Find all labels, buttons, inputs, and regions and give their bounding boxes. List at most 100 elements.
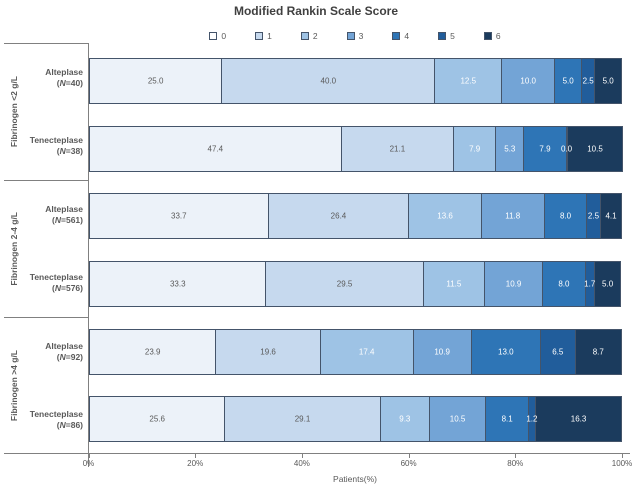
segment-value-label: 1.2 (526, 414, 538, 424)
x-axis-tick-label: 20% (187, 459, 204, 468)
legend-label: 0 (221, 31, 227, 41)
bar-segment: 5.0 (595, 57, 622, 104)
segment-value-label: 10.0 (520, 76, 536, 86)
legend-swatch-icon (438, 32, 447, 40)
category-labels-column: Fibrinogen <2 g/L Alteplase (N=40) Tenectep… (4, 43, 88, 454)
stacked-bar: 25.6 29.1 9.3 10.5 8.1 1.2 16.3 (89, 396, 623, 443)
segment-value-label: 19.6 (260, 347, 276, 356)
legend-swatch-icon (392, 32, 401, 40)
x-axis-tick (622, 453, 623, 458)
plot-area: 25.0 40.0 12.5 10.0 5.0 2.5 5.0 47.4 21.1 7.9 5.3 7… (89, 47, 624, 453)
legend-swatch-icon (300, 32, 309, 40)
row-labels: Alteplase (N=561) Tenecteplase (N=576) (24, 181, 88, 317)
bar-segment: 10.5 (567, 125, 624, 172)
bar-segment: 17.4 (320, 328, 414, 375)
bar-segment: 8.7 (575, 328, 622, 375)
x-axis-tick (515, 453, 517, 458)
bar-segment: 2.5 (582, 57, 596, 104)
bar-segment: 1.7 (584, 260, 595, 307)
bar-segment: 2.5 (587, 193, 601, 240)
bar-segment: 5.3 (496, 125, 525, 172)
bar-segment: 9.3 (380, 396, 431, 443)
bar-segment: 33.3 (89, 260, 267, 307)
x-axis-line (4, 453, 630, 454)
x-axis-tick-label: 40% (293, 459, 310, 468)
bar-segment: 26.4 (268, 193, 410, 240)
bar-segment: 8.1 (486, 396, 530, 443)
segment-value-label: 7.9 (539, 144, 551, 153)
bar-segment: 5.0 (555, 57, 582, 104)
segment-value-label: 16.3 (570, 414, 587, 424)
legend-item-3: 3 (346, 31, 363, 41)
segment-value-label: 11.5 (446, 279, 462, 289)
bar-segment: 10.0 (502, 57, 556, 104)
segment-value-label: 8.0 (559, 211, 572, 221)
legend-swatch-icon (209, 32, 218, 40)
stacked-bar: 25.0 40.0 12.5 10.0 5.0 2.5 5.0 (89, 57, 622, 104)
bar-segment: 29.5 (266, 260, 424, 307)
bar-segment: 19.6 (216, 328, 321, 375)
segment-value-label: 5.0 (602, 279, 614, 289)
row-label: Tenecteplase (N=86) (29, 408, 83, 430)
group-label: Fibrinogen <2 g/L (9, 76, 19, 148)
segment-value-label: 10.9 (505, 279, 522, 289)
segment-value-label: 29.5 (336, 279, 353, 289)
segment-value-label: 5.0 (562, 76, 574, 86)
row-label: Alteplase (N=561) (45, 203, 83, 225)
group-label: Fibrinogen >4 g/L (9, 350, 19, 422)
segment-value-label: 12.5 (460, 76, 477, 86)
segment-value-label: 21.1 (389, 144, 406, 153)
x-axis-tick (408, 453, 410, 458)
bar-segment: 40.0 (222, 57, 436, 104)
segment-value-label: 47.4 (207, 144, 224, 153)
bar-segment: 1.2 (526, 396, 538, 443)
bar-segment: 23.9 (89, 328, 217, 375)
segment-value-label: 8.7 (592, 347, 604, 356)
group-label-wrap: Fibrinogen 2-4 g/L (4, 181, 24, 317)
segment-value-label: 10.5 (449, 414, 466, 424)
group-section: Fibrinogen <2 g/L Alteplase (N=40) Tenectep… (4, 44, 88, 181)
segment-value-label: 11.8 (505, 211, 521, 221)
bar-segment: 10.9 (413, 328, 472, 375)
segment-value-label: 23.9 (144, 347, 161, 356)
legend-swatch-icon (483, 32, 492, 40)
segment-value-label: 29.1 (294, 414, 311, 424)
segment-value-label: 2.5 (582, 76, 594, 86)
x-axis-tick (301, 453, 303, 458)
legend-swatch-icon (255, 32, 264, 40)
segment-value-label: 7.9 (469, 144, 481, 153)
bar-segment: 11.8 (481, 193, 545, 240)
segment-value-label: 26.4 (330, 211, 347, 221)
bar-segment: 33.7 (89, 193, 269, 240)
bar-segment: 29.1 (225, 396, 381, 443)
segment-value-label: 13.6 (437, 211, 453, 221)
row-label: Tenecteplase (N=38) (29, 134, 83, 156)
chart-title: Modified Rankin Scale Score (233, 4, 399, 18)
segment-value-label: 40.0 (320, 76, 337, 86)
legend-item-4: 4 (392, 31, 409, 41)
bar-segment: 11.5 (423, 260, 485, 307)
category-axis-line (88, 43, 89, 467)
stacked-bar: 33.7 26.4 13.6 11.8 8.0 2.5 4.1 (89, 193, 623, 240)
legend-label: 6 (495, 31, 501, 41)
bar-segment: 8.0 (543, 260, 586, 307)
bar-segment: 8.0 (544, 193, 588, 240)
x-axis-tick-label: 80% (507, 459, 524, 468)
segment-value-label: 33.3 (169, 279, 186, 289)
row-label: Tenecteplase (N=576) (29, 271, 83, 293)
segment-value-label: 25.6 (149, 414, 166, 424)
segment-value-label: 2.5 (587, 211, 600, 221)
group-section: Fibrinogen >4 g/L Alteplase (N=92) Tenectep… (4, 318, 88, 454)
group-section: Fibrinogen 2-4 g/L Alteplase (N=561) Tenect… (4, 181, 88, 318)
bar-segment: 5.0 (594, 260, 622, 307)
stacked-bar: 33.3 29.5 11.5 10.9 8.0 1.7 5.0 (89, 260, 622, 307)
bar-segment: 16.3 (535, 396, 623, 443)
row-labels: Alteplase (N=40) Tenecteplase (N=38) (24, 44, 88, 180)
x-axis-tick-label: 0% (82, 459, 95, 468)
stacked-bar: 23.9 19.6 17.4 10.9 13.0 6.5 8.7 (89, 328, 622, 375)
legend-item-6: 6 (483, 31, 501, 41)
x-axis-tick-label: 100% (611, 459, 632, 468)
segment-value-label: 13.0 (498, 347, 514, 356)
bar-segment: 10.9 (485, 260, 544, 307)
